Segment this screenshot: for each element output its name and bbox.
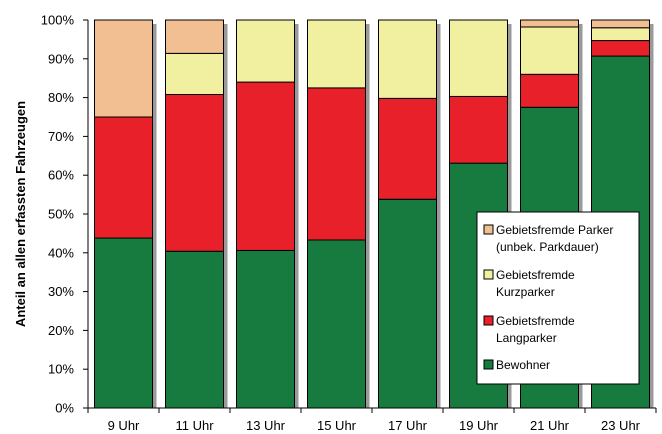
bar-gebietsfremde-langparker-19-uhr [449,95,508,164]
legend-label-gebietsfremde-kurzparker: Kurzparker [496,285,555,299]
legend-label-gebietsfremde-langparker: Gebietsfremde [496,314,575,328]
x-tick-label: 17 Uhr [388,418,428,433]
legend-box [476,211,640,385]
bar-gebietsfremde-langparker-9-uhr [94,116,153,239]
legend-swatch-gebietsfremde-parker-unbek-parkdauer [483,224,494,235]
y-tick-label: 80% [48,90,74,105]
y-tick-label: 60% [48,168,74,183]
bar-gebietsfremde-langparker-23-uhr [591,40,650,57]
bar-bewohner-17-uhr [378,198,437,409]
y-tick-label: 70% [48,129,74,144]
x-tick-label: 11 Uhr [175,418,214,433]
legend-label-gebietsfremde-parker-unbek-parkdauer: (unbek. Parkdauer) [496,240,599,254]
bar-gebietsfremde-kurzparker-17-uhr [378,19,437,99]
x-tick-label: 19 Uhr [459,418,499,433]
legend-swatch-gebietsfremde-langparker [483,315,494,326]
bar-gebietsfremde-kurzparker-15-uhr [307,19,366,89]
y-tick-label: 0% [55,401,74,416]
y-axis-title: Anteil an allen erfassten Fahrzeugen [13,101,28,327]
x-tick-label: 21 Uhr [530,418,570,433]
bar-gebietsfremde-kurzparker-21-uhr [520,26,579,75]
bar-gebietsfremde-kurzparker-11-uhr [165,52,224,95]
axes-layer: 0% 10% 20% 30% 40% 50% 60% 70% 80% 90% 100% 9 Uhr 11… [13,13,657,433]
x-tick-label: 23 Uhr [601,418,641,433]
y-tick-label: 30% [48,284,74,299]
bar-gebietsfremde-langparker-11-uhr [165,93,224,252]
bar-bewohner-11-uhr [165,250,224,409]
x-tick-label: 9 Uhr [108,418,140,433]
bar-gebietsfremde-kurzparker-23-uhr [591,27,650,42]
x-tick-label: 13 Uhr [246,418,286,433]
bar-bewohner-9-uhr [94,237,153,409]
legend-label-gebietsfremde-langparker: Langparker [496,331,557,345]
y-tick-label: 20% [48,323,74,338]
bar-gebietsfremde-parker-unbek-parkdauer-23-uhr [591,19,650,29]
y-tick-label: 40% [48,245,74,260]
y-tick-label: 50% [48,207,74,222]
bar-gebietsfremde-parker-unbek-parkdauer-9-uhr [94,19,153,118]
y-tick-label: 100% [41,13,75,28]
bar-bewohner-13-uhr [236,249,295,409]
bar-bewohner-15-uhr [307,239,366,409]
bar-gebietsfremde-langparker-13-uhr [236,81,295,251]
legend-label-bewohner: Bewohner [496,358,550,372]
bar-gebietsfremde-kurzparker-13-uhr [236,19,295,83]
bar-gebietsfremde-langparker-17-uhr [378,97,437,200]
y-tick-label: 10% [48,362,74,377]
bar-gebietsfremde-langparker-15-uhr [307,87,366,241]
x-tick-label: 15 Uhr [317,418,357,433]
bar-gebietsfremde-parker-unbek-parkdauer-11-uhr [165,19,224,54]
y-tick-label: 90% [48,51,74,66]
legend-swatch-bewohner [483,359,494,370]
bar-gebietsfremde-parker-unbek-parkdauer-21-uhr [520,19,579,28]
legend: Gebietsfremde Parker (unbek. Parkdauer) Ge… [476,211,640,385]
legend-label-gebietsfremde-kurzparker: Gebietsfremde [496,268,575,282]
bar-gebietsfremde-langparker-21-uhr [520,73,579,108]
legend-label-gebietsfremde-parker-unbek-parkdauer: Gebietsfremde Parker [496,223,613,237]
bar-gebietsfremde-kurzparker-19-uhr [449,19,508,97]
legend-swatch-gebietsfremde-kurzparker [483,269,494,280]
